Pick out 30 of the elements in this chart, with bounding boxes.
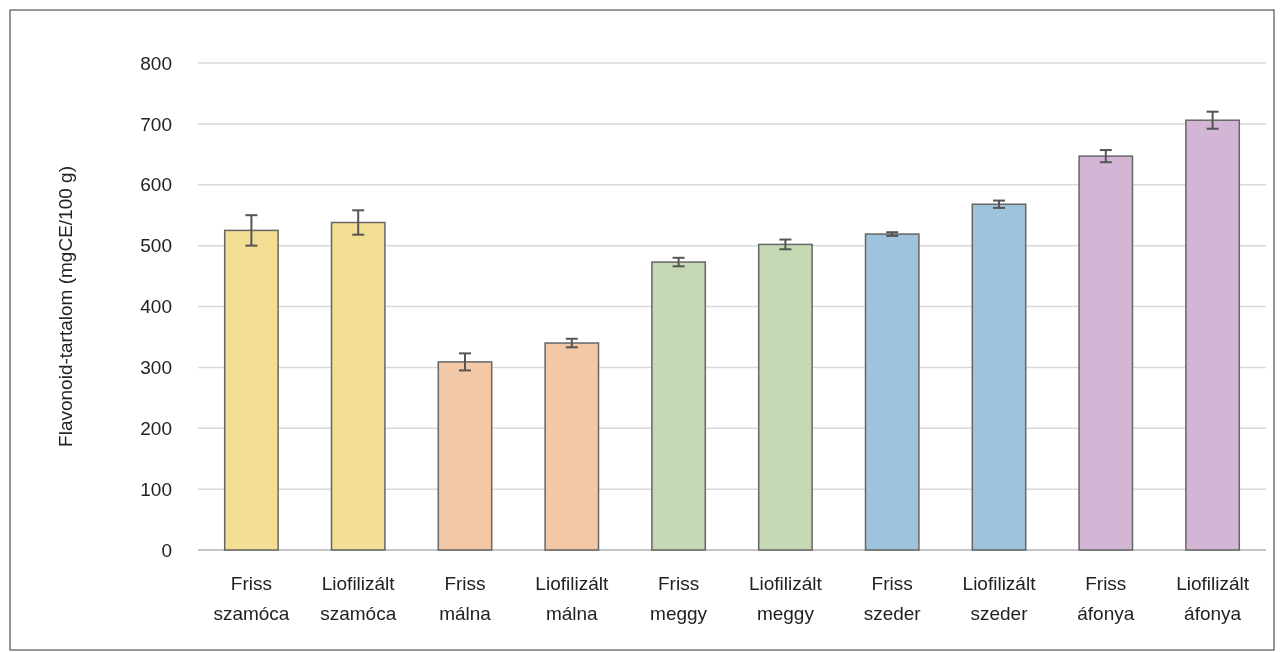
y-tick-label: 800 bbox=[140, 52, 172, 74]
x-tick-label: Liofilizált áfonya bbox=[1176, 573, 1250, 624]
x-tick-label: Liofilizált málna bbox=[535, 573, 609, 624]
bar bbox=[864, 233, 920, 551]
x-tick-label: Friss szeder bbox=[863, 573, 922, 624]
x-tick-label: Liofilizált szeder bbox=[962, 573, 1037, 624]
y-tick-label: 500 bbox=[140, 235, 172, 257]
bar bbox=[330, 221, 386, 551]
x-tick-label: Friss áfonya bbox=[1077, 573, 1135, 624]
bar bbox=[544, 342, 600, 551]
y-tick-label: 200 bbox=[140, 417, 172, 439]
bar bbox=[1185, 119, 1241, 551]
bar bbox=[971, 203, 1027, 551]
bar bbox=[757, 243, 813, 551]
bar bbox=[437, 361, 493, 551]
x-tick-label: Friss meggy bbox=[650, 573, 708, 624]
x-tick-label: Friss málna bbox=[439, 573, 492, 624]
y-tick-label: 100 bbox=[140, 478, 172, 500]
y-tick-label: 0 bbox=[161, 539, 172, 561]
bar bbox=[1078, 155, 1134, 551]
y-tick-label: 700 bbox=[140, 113, 172, 135]
x-tick-label: Friss szamóca bbox=[213, 573, 290, 624]
y-tick-label: 300 bbox=[140, 357, 172, 379]
y-tick-label: 600 bbox=[140, 174, 172, 196]
y-tick-label: 400 bbox=[140, 296, 172, 318]
y-axis-title: Flavonoid-tartalom (mgCE/100 g) bbox=[55, 166, 76, 447]
x-tick-label: Liofilizált szamóca bbox=[320, 573, 397, 624]
bar bbox=[223, 229, 279, 551]
bar bbox=[651, 261, 707, 551]
x-tick-label: Liofilizált meggy bbox=[748, 573, 823, 624]
